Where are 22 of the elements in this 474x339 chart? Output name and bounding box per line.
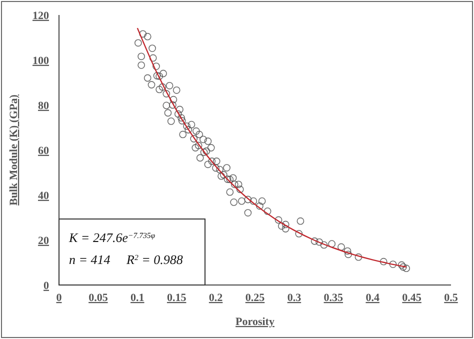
x-tick-label: 0.25	[245, 292, 266, 304]
y-tick-label: 80	[38, 100, 50, 112]
x-tick-label: 0.5	[444, 292, 458, 304]
annotation: K = 247.6e$^{−7.735φ}$	[68, 230, 156, 245]
y-tick-label: 60	[38, 144, 50, 157]
x-tick-label: 0.1	[130, 292, 144, 304]
y-tick-label: 20	[38, 234, 50, 247]
x-axis-title: Porosity	[236, 316, 275, 328]
x-tick-label: 0.35	[324, 292, 344, 304]
y-tick-label: 120	[32, 10, 50, 22]
annotation: n = 414 R$^{2}$ = 0.988	[69, 252, 184, 267]
y-tick-label: 100	[32, 54, 50, 67]
y-tick-label: 40	[38, 190, 50, 202]
x-tick-label: 0.4	[366, 292, 380, 304]
x-tick-label: 0.45	[402, 292, 422, 304]
x-tick-label: 0.05	[88, 292, 108, 304]
x-tick-label: 0	[56, 292, 62, 304]
x-tick-label: 0.15	[166, 292, 187, 304]
y-axis-title: Bulk Module (K) (GPa)	[8, 94, 20, 206]
x-tick-label: 0.2	[208, 292, 224, 304]
y-tick-label: 0	[44, 280, 50, 292]
x-tick-label: 0.3	[287, 292, 302, 304]
